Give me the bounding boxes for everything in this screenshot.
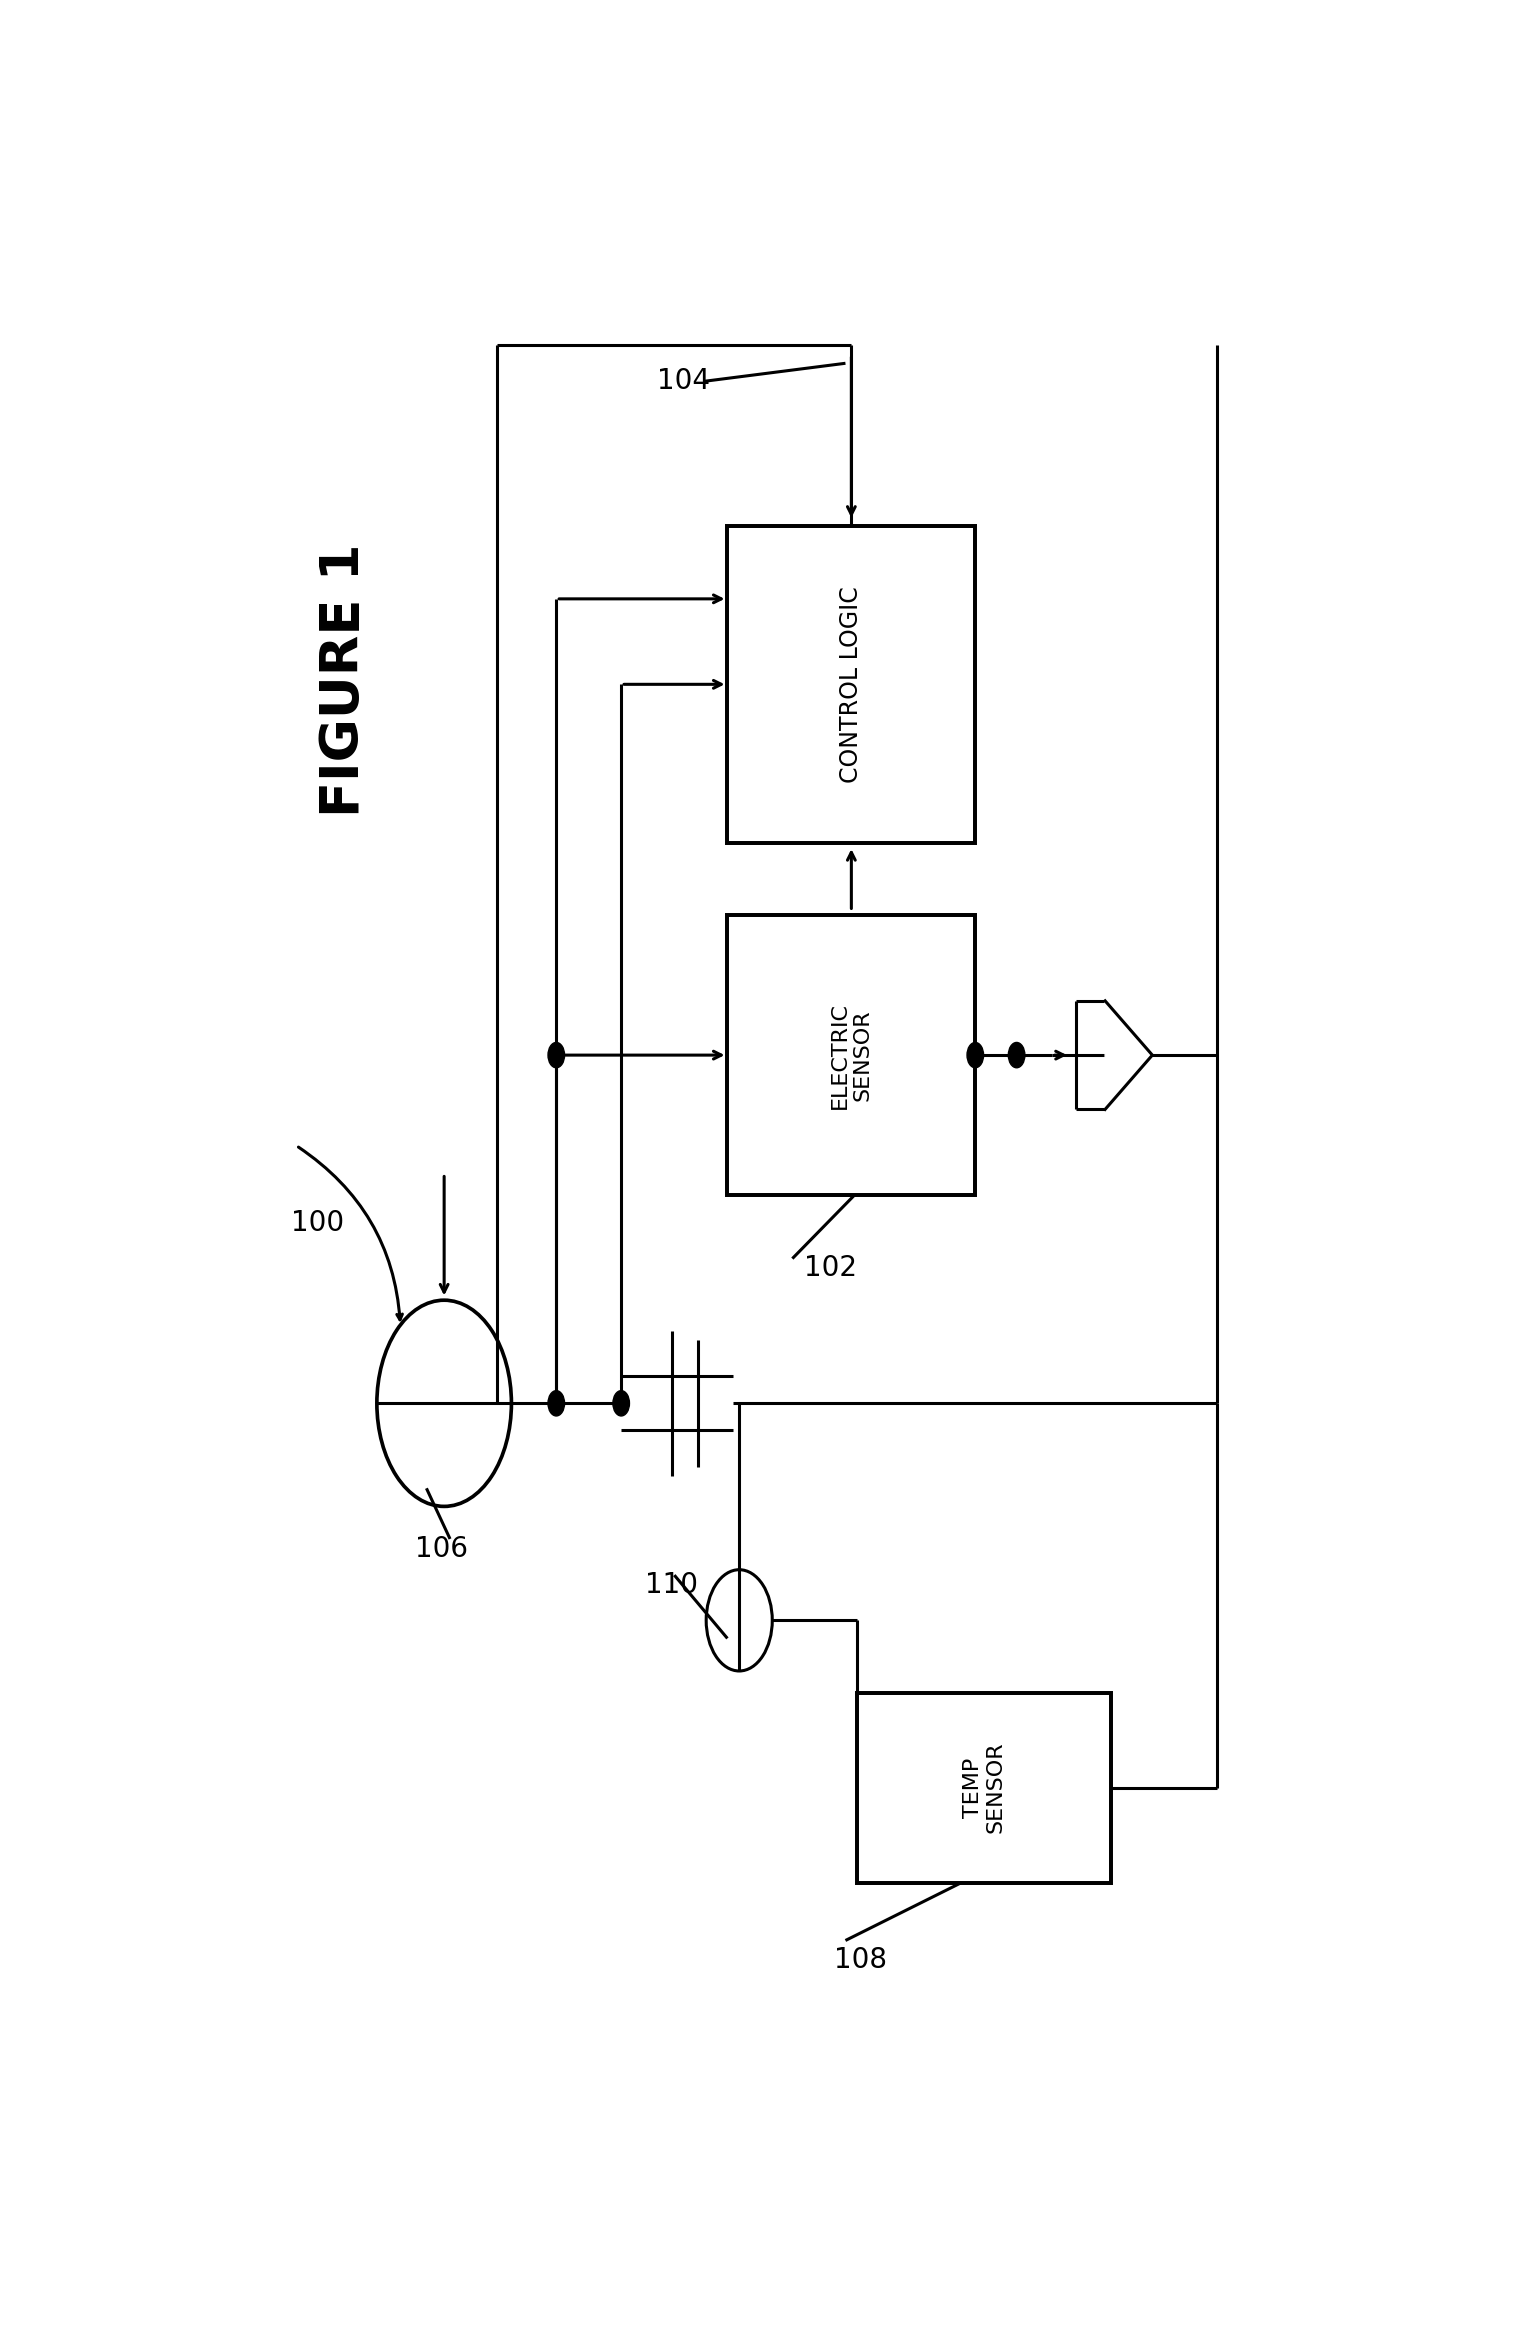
Text: ELECTRIC
SENSOR: ELECTRIC SENSOR: [830, 1001, 873, 1109]
Text: 110: 110: [644, 1571, 698, 1600]
Polygon shape: [1106, 1001, 1153, 1109]
Text: 104: 104: [656, 366, 710, 395]
Circle shape: [612, 1391, 629, 1416]
Text: 108: 108: [833, 1945, 886, 1973]
FancyBboxPatch shape: [728, 526, 975, 843]
Circle shape: [548, 1391, 565, 1416]
Text: 102: 102: [804, 1254, 857, 1283]
Circle shape: [967, 1043, 984, 1069]
FancyBboxPatch shape: [857, 1694, 1110, 1882]
FancyBboxPatch shape: [728, 914, 975, 1196]
Text: 106: 106: [414, 1534, 468, 1562]
Text: CONTROL LOGIC: CONTROL LOGIC: [839, 585, 864, 782]
Text: TEMP
SENSOR: TEMP SENSOR: [963, 1743, 1005, 1835]
Text: FIGURE 1: FIGURE 1: [318, 543, 370, 817]
Circle shape: [1008, 1043, 1025, 1069]
Text: 100: 100: [291, 1210, 344, 1238]
Circle shape: [548, 1043, 565, 1069]
